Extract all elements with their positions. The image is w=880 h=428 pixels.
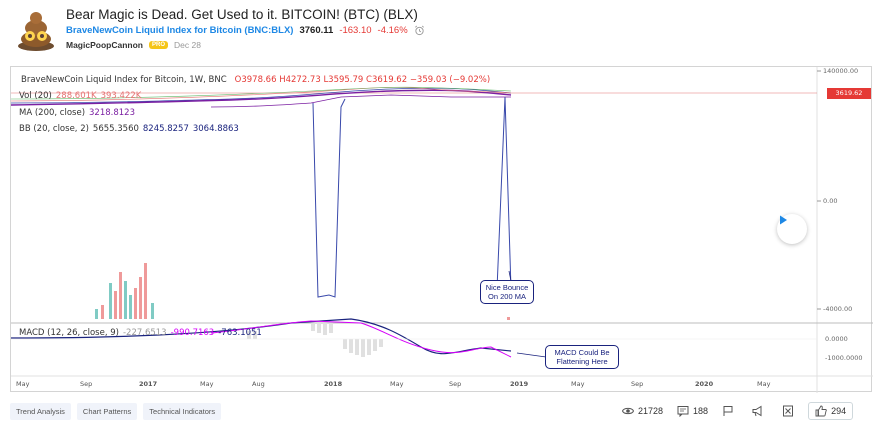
volume-bar xyxy=(124,281,127,319)
chart-canvas xyxy=(11,67,873,393)
macd-scale-label: -1000.0000 xyxy=(825,354,863,362)
comments-stat[interactable]: 188 xyxy=(677,405,708,417)
macd-scale-label: 0.0000 xyxy=(825,335,848,343)
volume-bar xyxy=(114,291,117,319)
time-axis-label: Sep xyxy=(80,380,93,388)
like-button[interactable]: 294 xyxy=(808,402,854,420)
vol-label: Vol (20) xyxy=(19,91,52,101)
price-change-pct: -4.16% xyxy=(377,25,408,36)
macd-signal-value: -763.1051 xyxy=(218,328,262,338)
stats-bar: 21728 188 294 xyxy=(622,402,854,420)
price-scale-label: 140000.00 xyxy=(823,67,859,75)
symbol-row: BraveNewCoin Liquid Index for Bitcoin (B… xyxy=(66,25,425,36)
signal-line xyxy=(210,320,512,358)
tag-item[interactable]: Chart Patterns xyxy=(76,403,138,420)
author-name[interactable]: MagicPoopCannon xyxy=(66,40,143,50)
views-stat: 21728 xyxy=(622,405,663,417)
tag-item[interactable]: Trend Analysis xyxy=(10,403,71,420)
macd-legend[interactable]: MACD (12, 26, close, 9) -227.6513 -990.716… xyxy=(19,328,262,338)
bb-label: BB (20, close, 2) xyxy=(19,124,89,134)
series-title: BraveNewCoin Liquid Index for Bitcoin, 1… xyxy=(21,75,227,85)
last-price-tag: 3619.62 xyxy=(827,88,871,99)
macd-hist-value: -227.6513 xyxy=(122,328,167,338)
bb-basis: 5655.3560 xyxy=(92,124,139,134)
volume-bar xyxy=(134,288,137,319)
likes-count: 294 xyxy=(831,406,847,416)
author-avatar[interactable] xyxy=(14,8,58,52)
time-axis-label: 2020 xyxy=(695,380,714,388)
megaphone-icon xyxy=(752,405,762,417)
alarm-icon[interactable] xyxy=(414,25,425,36)
publish-date: Dec 28 xyxy=(174,40,201,50)
macd-histogram xyxy=(247,323,383,357)
flag-report-icon xyxy=(783,405,794,417)
volume-bar xyxy=(507,317,510,320)
macd-line xyxy=(11,318,512,355)
volume-bar xyxy=(119,272,122,319)
flag-icon xyxy=(723,406,733,416)
share-stat[interactable] xyxy=(752,405,764,417)
ma-label: MA (200, close) xyxy=(19,108,86,118)
price-scale-label: -4000.00 xyxy=(823,305,853,313)
volume-bar xyxy=(151,303,154,319)
ma-value: 3218.8123 xyxy=(89,108,135,118)
thumbs-up-icon xyxy=(815,405,827,417)
time-axis-label: Sep xyxy=(449,380,462,388)
time-axis-label: May xyxy=(571,380,585,388)
pro-badge: PRO xyxy=(148,41,168,49)
volume-bar xyxy=(139,277,142,319)
symbol-link[interactable]: BraveNewCoin Liquid Index for Bitcoin (B… xyxy=(66,25,294,36)
volume-bar xyxy=(144,263,147,319)
vol-value: 288.601K xyxy=(55,91,97,101)
time-axis-label: 2018 xyxy=(324,380,343,388)
time-axis-label: May xyxy=(16,380,30,388)
tag-item[interactable]: Technical Indicators xyxy=(143,403,222,420)
time-axis-label: Aug xyxy=(252,380,265,388)
note-bounce: Nice Bounce On 200 MA xyxy=(480,280,534,304)
idea-title: Bear Magic is Dead. Get Used to it. BITC… xyxy=(66,7,418,22)
volume-bar xyxy=(129,295,132,319)
macd-line-value: -990.7163 xyxy=(170,328,215,338)
ohlc-values: O3978.66 H4272.73 L3595.79 C3619.62 −359… xyxy=(234,75,491,85)
ma-legend[interactable]: MA (200, close) 3218.8123 xyxy=(19,108,135,118)
note-macd: MACD Could Be Flattening Here xyxy=(545,345,619,369)
macd-label: MACD (12, 26, close, 9) xyxy=(19,328,119,338)
price-series xyxy=(11,86,512,298)
volume-bar xyxy=(101,305,104,319)
price-change: -163.10 xyxy=(339,25,372,36)
time-axis-label: 2019 xyxy=(510,380,529,388)
report-stat[interactable] xyxy=(782,405,794,417)
current-price: 3760.11 xyxy=(299,25,334,36)
bb-legend[interactable]: BB (20, close, 2) 5655.3560 8245.8257 3064.… xyxy=(19,124,239,134)
comments-count: 188 xyxy=(693,406,709,416)
time-axis-label: May xyxy=(757,380,771,388)
volume-bars xyxy=(95,263,510,320)
volume-legend[interactable]: Vol (20) 288.601K 393.422K xyxy=(19,91,141,101)
bb-upper: 8245.8257 xyxy=(142,124,189,134)
time-axis-label: 2017 xyxy=(139,380,158,388)
tag-list: Trend Analysis Chart Patterns Technical … xyxy=(10,403,222,420)
bookmark-stat[interactable] xyxy=(722,405,734,417)
eye-icon xyxy=(622,407,634,415)
volume-bar xyxy=(95,309,98,319)
time-axis-label: May xyxy=(390,380,404,388)
volume-bar xyxy=(109,283,112,319)
time-axis-label: Sep xyxy=(631,380,644,388)
chart-area[interactable]: BraveNewCoin Liquid Index for Bitcoin, 1… xyxy=(10,66,873,393)
views-count: 21728 xyxy=(638,406,664,416)
comment-icon xyxy=(677,406,689,417)
main-legend: BraveNewCoin Liquid Index for Bitcoin, 1… xyxy=(21,75,490,85)
vol-ma-value: 393.422K xyxy=(100,91,142,101)
bb-lower: 3064.8863 xyxy=(192,124,239,134)
author-row: MagicPoopCannon PRO Dec 28 xyxy=(66,40,201,50)
play-button[interactable] xyxy=(777,214,807,244)
time-axis-label: May xyxy=(200,380,214,388)
price-scale-label: 0.00 xyxy=(823,197,838,205)
play-icon xyxy=(780,215,787,225)
